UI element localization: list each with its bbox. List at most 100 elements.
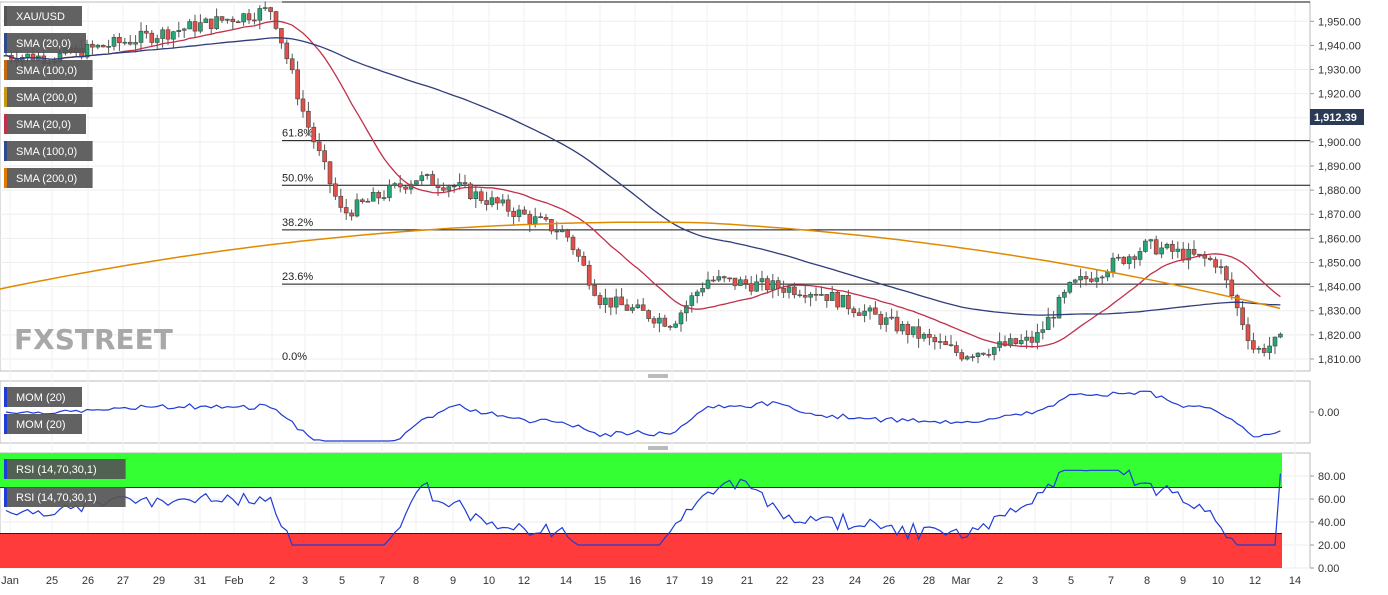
candle (457, 173, 462, 190)
sma-tag[interactable]: SMA (20,0) (4, 114, 86, 134)
rsi-panel-resize-handle[interactable] (648, 446, 668, 450)
candle (1099, 274, 1105, 284)
candle (1261, 343, 1267, 357)
candle (705, 271, 711, 290)
x-tick-label: 23 (812, 575, 824, 587)
candle (1278, 332, 1283, 339)
candle (468, 181, 473, 201)
mom-tag-label: MOM (20) (16, 419, 66, 431)
sma-tag[interactable]: SMA (200,0) (4, 87, 93, 107)
rsi-tag-label: RSI (14,70,30,1) (16, 464, 97, 476)
candle (90, 40, 95, 55)
mom-y-tick-label: 0.00 (1318, 407, 1339, 419)
candle (678, 309, 684, 332)
x-tick-label: 7 (379, 575, 385, 587)
candle (1083, 271, 1089, 286)
candle (1175, 241, 1181, 259)
candle (484, 191, 489, 211)
candle (586, 260, 592, 290)
candle (565, 228, 570, 242)
candle (797, 289, 803, 298)
mom-tag[interactable]: MOM (20) (4, 387, 82, 407)
rsi-bands (0, 453, 1282, 568)
candle (95, 43, 101, 50)
candle (225, 18, 230, 24)
y-tick-label: 1,820.00 (1318, 330, 1361, 342)
candle (495, 196, 500, 210)
candle (986, 348, 992, 358)
candle (338, 188, 344, 213)
rsi-y-tick-label: 60.00 (1318, 494, 1346, 506)
candle (111, 34, 117, 51)
candle (970, 353, 975, 362)
sma-tag[interactable]: SMA (20,0) (4, 33, 86, 53)
sma-tag[interactable]: SMA (100,0) (4, 141, 93, 161)
candle (846, 289, 851, 315)
candle (208, 18, 214, 34)
sma-tag-label: SMA (200,0) (16, 92, 77, 104)
candle (1013, 337, 1019, 345)
x-tick-label: 14 (1289, 575, 1301, 587)
candle (889, 308, 894, 320)
x-tick-label: 16 (629, 575, 641, 587)
rsi-tag[interactable]: RSI (14,70,30,1) (4, 487, 126, 507)
sma-tag-label: SMA (20,0) (16, 119, 71, 131)
candle (684, 300, 689, 322)
candle (765, 275, 770, 294)
candle (516, 204, 522, 222)
candle (1170, 240, 1175, 260)
candle (1148, 238, 1154, 250)
candle (948, 335, 954, 347)
symbol-tag[interactable]: XAU/USD (4, 6, 82, 26)
candle (462, 174, 468, 188)
candle (619, 288, 624, 306)
candle (295, 61, 300, 106)
x-tick-label: Feb (225, 575, 244, 587)
fib-label: 0.0% (282, 351, 307, 363)
x-tick-label: 31 (194, 575, 206, 587)
candle (500, 193, 506, 207)
candle (300, 90, 306, 118)
candle (1116, 253, 1121, 261)
x-tick-label: 2 (997, 575, 1003, 587)
sma-tag[interactable]: SMA (100,0) (4, 60, 93, 80)
candle (581, 251, 587, 267)
x-tick-label: 26 (883, 575, 895, 587)
y-tick-label: 1,940.00 (1318, 40, 1361, 52)
rsi-tag[interactable]: RSI (14,70,30,1) (4, 459, 126, 479)
candle (165, 26, 171, 45)
sma-20-line (5, 20, 1281, 348)
fib-label: 50.0% (282, 172, 313, 184)
candle (419, 171, 425, 186)
candle (214, 8, 219, 31)
candle (894, 310, 900, 334)
candle (543, 214, 549, 222)
candle (198, 14, 203, 34)
candle (322, 144, 327, 170)
sma-tag[interactable]: SMA (200,0) (4, 168, 93, 188)
candle (1224, 265, 1229, 289)
candle (284, 39, 290, 64)
candle (576, 247, 581, 262)
candle (1062, 289, 1067, 304)
candle (927, 328, 932, 346)
candle (187, 19, 192, 30)
candle (473, 186, 479, 209)
rsi-y-tick-label: 20.00 (1318, 540, 1346, 552)
candle (235, 20, 241, 24)
x-tick-label: 8 (413, 575, 419, 587)
candle (711, 275, 716, 283)
logo-text: FXSTREET (14, 323, 173, 356)
mom-tag[interactable]: MOM (20) (4, 414, 82, 434)
x-tick-label: 3 (302, 575, 308, 587)
candle (122, 37, 128, 46)
mom-line (5, 390, 1281, 442)
candle (1121, 256, 1127, 266)
candle (954, 341, 959, 357)
candle (657, 312, 662, 333)
x-tick-label: 9 (1180, 575, 1186, 587)
candle (662, 314, 668, 328)
symbol-tag-label: XAU/USD (16, 11, 65, 23)
mom-panel-resize-handle[interactable] (648, 374, 668, 378)
rsi-oversold-zone (0, 533, 1282, 568)
